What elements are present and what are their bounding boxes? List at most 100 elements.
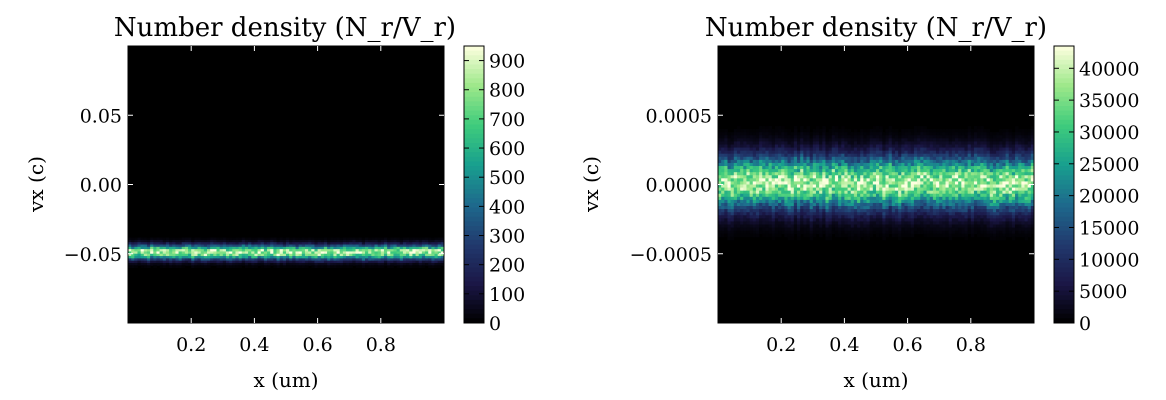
heatmap-cell [901,215,905,219]
heatmap-cell [901,156,905,161]
heatmap-cell [945,212,950,216]
heatmap-cell [146,242,151,245]
heatmap-cell [749,218,754,222]
heatmap-cell [973,227,978,232]
heatmap-cell [267,244,271,248]
heatmap-cell [819,156,823,161]
heatmap-cell [736,178,741,182]
heatmap-cell [825,209,829,213]
heatmap-cell [929,224,934,228]
heatmap-cell [970,193,975,198]
heatmap-cell [267,253,271,257]
heatmap-cell [872,135,877,139]
heatmap-cell [819,178,823,182]
heatmap-cell [910,169,915,173]
heatmap-cell [942,215,946,219]
heatmap-cell [834,175,839,179]
heatmap-cell [955,150,959,155]
heatmap-cell [153,246,157,250]
heatmap-cell [872,230,877,235]
heatmap-cell [301,246,306,250]
heatmap-cell [374,258,379,262]
heatmap-cell [203,242,208,245]
heatmap-cell [891,230,896,235]
heatmap-cell [932,224,937,228]
heatmap-cell [983,206,987,210]
heatmap-cell [831,202,836,207]
heatmap-cell [920,172,924,176]
heatmap-cell [929,141,934,145]
heatmap-cell [834,227,839,232]
heatmap-cell [755,175,760,179]
heatmap-cell [1008,147,1013,152]
heatmap-cell [263,260,268,264]
heatmap-cell [159,251,164,255]
heatmap-cell [841,156,845,161]
heatmap-cell [289,262,293,266]
heatmap-cell [847,144,852,148]
heatmap-cell [740,187,744,192]
heatmap-cell [996,187,1000,192]
heatmap-cell [289,249,293,252]
heatmap-cell [980,233,984,238]
heatmap-cell [844,132,848,136]
heatmap-cell [948,202,953,207]
heatmap-cell [831,129,836,133]
heatmap-cell [128,244,132,248]
heatmap-cell [765,153,769,158]
heatmap-cell [961,156,965,161]
heatmap-cell [317,249,322,252]
heatmap-cell [891,206,896,210]
heatmap-cell [232,244,236,248]
heatmap-cell [1021,150,1025,155]
heatmap-cell [740,159,744,164]
heatmap-cell [793,221,798,225]
heatmap-cell [942,193,946,198]
heatmap-cell [1011,236,1016,241]
colorbar-segment [464,124,484,130]
heatmap-cell [1002,212,1006,216]
heatmap-cell [387,262,391,266]
heatmap-cell [977,227,981,232]
heatmap-cell [781,135,785,139]
heatmap-cell [743,193,747,198]
heatmap-cell [409,251,413,255]
heatmap-cell [323,239,328,243]
heatmap-cell [330,265,334,268]
heatmap-cell [387,246,391,250]
heatmap-cell [850,141,855,145]
heatmap-cell [1002,209,1006,213]
heatmap-cell [1015,162,1019,167]
heatmap-cell [181,239,186,243]
heatmap-cell [945,138,950,142]
heatmap-cell [1005,187,1010,192]
heatmap-cell [320,258,325,262]
heatmap-cell [421,265,426,268]
heatmap-cell [885,175,890,179]
heatmap-cell [898,215,902,219]
heatmap-cell [800,178,804,182]
heatmap-cell [752,172,757,176]
heatmap-cell [876,199,880,204]
heatmap-cell [377,239,382,243]
heatmap-cell [736,132,741,136]
heatmap-cell [437,260,442,264]
heatmap-cell [1021,233,1025,238]
heatmap-cell [317,251,322,255]
heatmap-cell [920,202,924,207]
heatmap-cell [838,144,842,148]
heatmap-cell [825,184,829,188]
heatmap-cell [812,138,817,142]
heatmap-cell [1015,150,1019,155]
heatmap-cell [860,206,864,210]
heatmap-cell [380,237,385,241]
heatmap-cell [834,221,839,225]
heatmap-cell [718,141,722,145]
heatmap-cell [740,233,744,238]
heatmap-cell [254,246,258,250]
heatmap-cell [863,153,867,158]
heatmap-cell [951,209,956,213]
heatmap-cell [879,187,883,192]
heatmap-cell [961,172,965,176]
heatmap-cell [898,169,902,173]
